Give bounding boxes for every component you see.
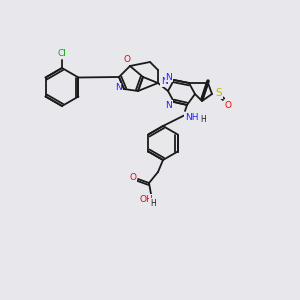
Text: N: N — [115, 83, 122, 92]
Text: NH: NH — [185, 113, 199, 122]
Text: N: N — [166, 100, 172, 109]
Text: O: O — [224, 101, 232, 110]
Text: H: H — [150, 199, 156, 208]
Text: S: S — [216, 88, 222, 98]
Text: O: O — [130, 173, 136, 182]
Text: O: O — [124, 56, 130, 64]
Text: H: H — [200, 116, 206, 124]
Text: Cl: Cl — [58, 50, 66, 58]
Text: N: N — [160, 77, 167, 86]
Text: OH: OH — [139, 194, 153, 203]
Text: N: N — [166, 73, 172, 82]
